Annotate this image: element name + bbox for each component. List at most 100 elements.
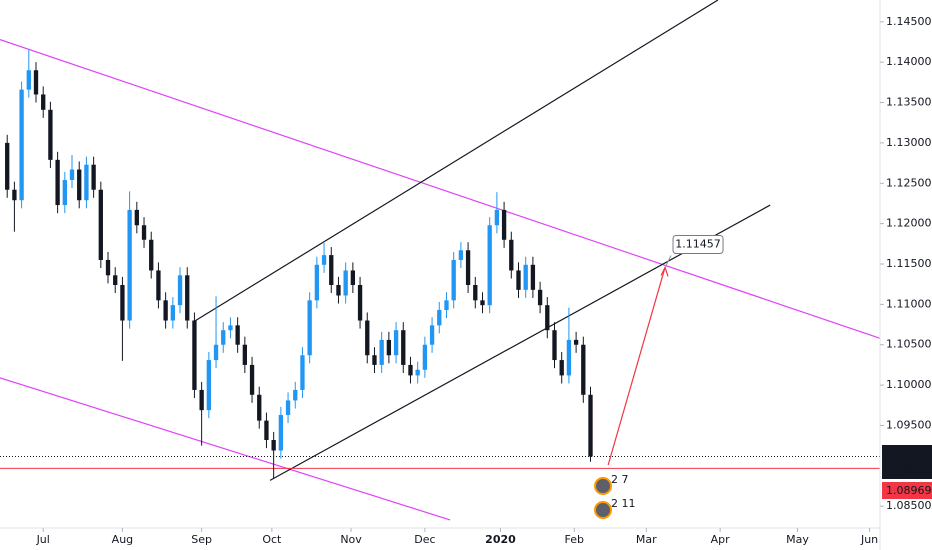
y-tick-label: 1.09500 [886,418,932,431]
candle-body [141,225,147,240]
candle-body [415,369,420,376]
candle-body [199,389,204,411]
y-tick-label: 1.12500 [886,176,932,189]
candle-body [249,364,255,395]
candle-body [91,164,96,190]
x-tick-label: May [786,533,809,546]
trend-line [192,0,719,323]
candle-body [192,320,197,390]
event-label: 2 11 [611,497,636,510]
candle-body [314,264,320,301]
candle-body [62,180,67,206]
x-tick-label: Jun [860,533,878,546]
candle-body [494,209,500,226]
candle-body [213,344,219,361]
candle-body [552,330,557,361]
y-tick-label: 1.14500 [886,15,932,28]
last-price-box [882,445,932,479]
candle-body [19,89,24,201]
candle-body [33,70,39,95]
x-tick-label: Feb [565,533,584,546]
candle-body [278,414,284,451]
arrow-head [660,265,669,277]
candle-body [573,339,579,345]
candle-body [357,284,363,321]
y-tick-label: 1.10000 [886,378,932,391]
candle-body [530,264,536,290]
x-tick-label: Dec [414,533,435,546]
trend-line [0,377,451,521]
trend-line [0,38,881,339]
candle-body [134,209,139,226]
candle-body [77,169,82,201]
x-tick-label: Mar [636,533,657,546]
candle-body [422,344,428,370]
callout-label: 1.11457 [675,237,721,250]
y-tick-label: 1.10500 [886,338,932,351]
candle-body [408,364,413,376]
y-tick-label: 1.08500 [886,499,932,512]
axes: 1.14500 1.14000 1.13500 1.13000 1.12500 1.120… [36,15,932,546]
candle-body [177,275,183,306]
x-tick-label: Sep [191,533,212,546]
y-tick-label: 1.13000 [886,136,932,149]
candle-body [451,259,456,301]
candle-body [386,339,392,356]
candle-body [235,325,240,345]
candle-body [501,209,507,240]
candle-body [149,239,154,271]
candle-body [509,239,514,271]
candle-body [473,284,478,301]
candle-body [69,169,75,181]
candle-body [156,270,161,301]
candle-body [185,275,190,321]
x-tick-label: Oct [262,533,282,546]
candle-body [559,360,564,376]
candle-body [379,339,384,365]
candle-body [221,330,226,345]
candle-body [365,320,370,356]
arrow-line [607,267,666,466]
candle-body [429,325,435,345]
candle-body [307,300,312,356]
candle-body [105,259,111,276]
candle-body [458,250,464,260]
candle-body [566,339,572,376]
hline-price-box [882,482,932,499]
candle-body [242,344,248,365]
candle-body [516,270,521,290]
candle-body [170,305,175,321]
candle-body [120,284,125,321]
callout-box [672,234,724,254]
candle-body [264,420,269,440]
x-tick-label: Apr [711,533,731,546]
candle-body [343,270,348,296]
x-tick-label: Aug [112,533,133,546]
y-tick-label: 1.11000 [886,297,932,310]
candle-body [329,255,334,285]
candle-body [487,225,492,306]
callout-stem [664,255,672,268]
y-tick-label: 1.11500 [886,257,932,270]
candle-body [55,159,60,206]
candle-body [393,330,399,356]
candle-body [465,250,471,285]
candle-body [113,275,118,285]
candle-body [545,305,550,331]
candle-body [98,189,103,260]
candle-body [480,300,485,306]
candle-body [581,344,586,395]
x-tick-label: Nov [340,533,362,546]
candle-body [5,142,10,190]
candle-body [437,310,442,326]
candle-body [257,394,262,421]
y-tick-label: 1.13500 [886,96,932,109]
candle-body [12,189,17,201]
event-icon [594,501,612,519]
candle-body [401,330,406,365]
candle-body [293,389,298,401]
candle-body [444,300,449,311]
last-price-label: 1.09116 [886,447,932,460]
candle-body [372,355,377,365]
